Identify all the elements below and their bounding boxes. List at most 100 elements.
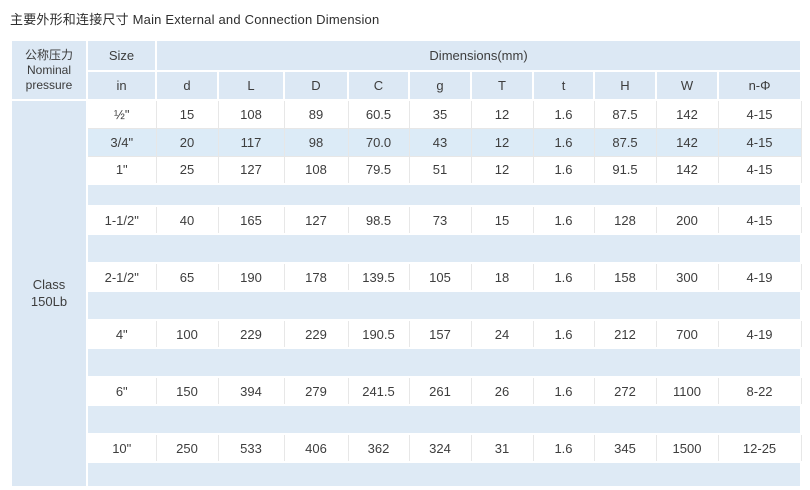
row-size-cell: 3/4"	[86, 127, 157, 157]
dimension-value-cell: 15	[155, 99, 219, 129]
dimension-value-cell: 20	[155, 127, 219, 157]
spacer-row	[11, 404, 803, 435]
dimension-value-cell: 4-19	[717, 262, 802, 292]
dimension-value-cell: 1.6	[532, 99, 595, 129]
dimensions-header-cell: Dimensions(mm)	[154, 39, 803, 72]
spacer-row	[11, 290, 803, 321]
spacer-row	[11, 233, 803, 264]
dimension-value-cell: 117	[217, 127, 285, 157]
dimension-value-cell: 35	[408, 99, 472, 129]
dimension-value-cell: 533	[217, 433, 285, 463]
size-header-cell: Size	[86, 39, 157, 72]
pressure-header-en: Nominal pressure	[25, 62, 73, 92]
dimension-value-cell: 15	[470, 205, 534, 235]
table-row: 10" 250 533 406 362 324 31 1.6 345 1500 12-25	[11, 433, 802, 463]
dimension-value-cell: 345	[593, 433, 657, 463]
dimension-value-cell: 261	[408, 376, 472, 406]
dimension-value-cell: 178	[283, 262, 349, 292]
table-row: 2-1/2" 65 190 178 139.5 105 18 1.6 158 300 4-19	[11, 262, 802, 292]
dimension-value-cell: 190.5	[347, 319, 410, 349]
column-header-W: W	[655, 70, 719, 101]
dimension-value-cell: 87.5	[593, 99, 657, 129]
dimension-value-cell: 70.0	[347, 127, 410, 157]
dimension-value-cell: 31	[470, 433, 534, 463]
page-title: 主要外形和连接尺寸 Main External and Connection D…	[10, 12, 380, 27]
dimension-value-cell: 139.5	[347, 262, 410, 292]
row-size-cell: 10"	[86, 433, 157, 463]
dimension-value-cell: 91.5	[593, 155, 657, 185]
dimension-value-cell: 43	[408, 127, 472, 157]
table-body: Class 150Lb ½" 15 108 89 60.5 35 12 1.6 87.5 142 4-…	[10, 99, 803, 488]
dimension-value-cell: 127	[283, 205, 349, 235]
dimension-value-cell: 26	[470, 376, 534, 406]
dimension-value-cell: 324	[408, 433, 472, 463]
spacer-cell	[85, 183, 803, 207]
column-header-T: T	[470, 70, 534, 101]
spacer-row	[11, 347, 803, 378]
dimension-value-cell: 1100	[655, 376, 719, 406]
table-row: Class 150Lb ½" 15 108 89 60.5 35 12 1.6 87.5 142 4-…	[10, 99, 802, 488]
dimension-value-cell: 108	[283, 155, 349, 185]
table-row: 1-1/2" 40 165 127 98.5 73 15 1.6 128 200 4-15	[11, 205, 802, 235]
dimension-value-cell: 212	[593, 319, 657, 349]
dimension-value-cell: 127	[217, 155, 285, 185]
row-size-cell: ½"	[86, 99, 157, 129]
dimension-value-cell: 4-15	[717, 205, 802, 235]
dimension-value-cell: 79.5	[347, 155, 410, 185]
dimension-value-cell: 229	[217, 319, 285, 349]
column-header-g: g	[408, 70, 472, 101]
dimension-value-cell: 1.6	[532, 127, 595, 157]
dimension-value-cell: 100	[155, 319, 219, 349]
dimension-value-cell: 1.6	[532, 262, 595, 292]
dimension-value-cell: 1.6	[532, 376, 595, 406]
dimension-value-cell: 105	[408, 262, 472, 292]
dimension-value-cell: 190	[217, 262, 285, 292]
table-row: 1" 25 127 108 79.5 51 12 1.6 91.5 142 4-15	[11, 155, 802, 185]
pressure-header-cell: 公称压力 Nominal pressure	[10, 39, 88, 101]
dimension-value-cell: 12-25	[717, 433, 802, 463]
spacer-cell	[85, 404, 803, 435]
column-header-t: t	[532, 70, 595, 101]
dimension-value-cell: 200	[655, 205, 719, 235]
dimension-value-cell: 65	[155, 262, 219, 292]
dimension-value-cell: 98.5	[347, 205, 410, 235]
dimension-value-cell: 362	[347, 433, 410, 463]
dimension-value-cell: 142	[655, 127, 719, 157]
dimension-value-cell: 89	[283, 99, 349, 129]
column-header-n-Φ: n-Φ	[716, 70, 803, 101]
spacer-cell	[85, 233, 803, 264]
dimension-value-cell: 406	[283, 433, 349, 463]
size-unit-cell: in	[86, 70, 157, 101]
dimension-value-cell: 272	[593, 376, 657, 406]
row-size-cell: 1-1/2"	[86, 205, 157, 235]
dimension-value-cell: 241.5	[347, 376, 410, 406]
spacer-cell	[85, 461, 803, 488]
column-header-D: D	[283, 70, 349, 101]
column-header-C: C	[347, 70, 410, 101]
dimension-value-cell: 142	[655, 155, 719, 185]
dimension-value-cell: 73	[408, 205, 472, 235]
dimension-value-cell: 1.6	[532, 319, 595, 349]
dimension-value-cell: 12	[470, 155, 534, 185]
dimension-value-cell: 25	[155, 155, 219, 185]
dimension-value-cell: 12	[470, 99, 534, 129]
row-size-cell: 4"	[86, 319, 157, 349]
column-header-L: L	[217, 70, 285, 101]
dimension-value-cell: 1.6	[532, 433, 595, 463]
dimension-value-cell: 394	[217, 376, 285, 406]
dimension-value-cell: 1.6	[532, 155, 595, 185]
dimension-value-cell: 229	[283, 319, 349, 349]
dimension-value-cell: 108	[217, 99, 285, 129]
dimension-value-cell: 1.6	[532, 205, 595, 235]
dimension-value-cell: 157	[408, 319, 472, 349]
table-row: 4" 100 229 229 190.5 157 24 1.6 212 700 4-19	[11, 319, 802, 349]
dimension-value-cell: 4-15	[717, 127, 802, 157]
column-header-H: H	[593, 70, 657, 101]
spacer-row	[11, 183, 803, 207]
dimensions-table: 公称压力 Nominal pressure Size Dimensions(mm…	[10, 39, 803, 488]
spacer-cell	[85, 290, 803, 321]
dimension-value-cell: 300	[655, 262, 719, 292]
dimension-value-cell: 279	[283, 376, 349, 406]
